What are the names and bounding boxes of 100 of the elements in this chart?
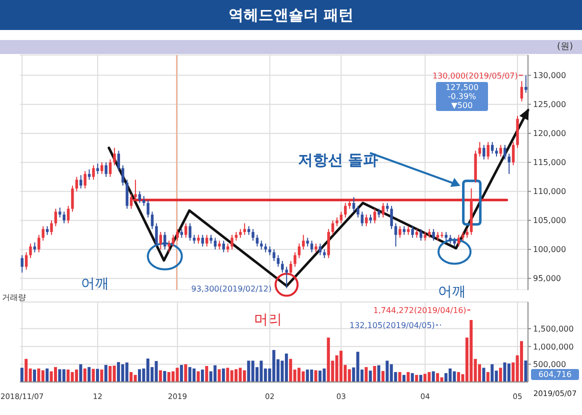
bar: [100, 370, 104, 382]
annotation: ▼500: [451, 101, 473, 110]
bar: [368, 370, 372, 382]
bar: [260, 360, 263, 382]
y-tick-label: 125,000: [533, 100, 566, 110]
annotation: 1,744,272(2019/04/16): [373, 306, 466, 315]
candlestick: [71, 185, 74, 212]
bar: [112, 366, 116, 382]
candlestick: [24, 252, 28, 270]
candlestick: [294, 252, 296, 268]
candlestick: [302, 234, 305, 250]
annotation: 머리: [254, 312, 282, 328]
bar: [356, 352, 360, 382]
candlestick: [520, 80, 524, 102]
candlestick: [340, 211, 343, 224]
annotation: 어깨: [81, 276, 109, 292]
candlestick: [113, 147, 116, 166]
candlestick: [155, 222, 158, 247]
candlestick: [482, 144, 486, 160]
candlestick: [96, 163, 100, 174]
candlestick: [150, 211, 154, 230]
candlestick: [29, 243, 32, 259]
candlestick: [134, 179, 137, 201]
candlestick: [142, 196, 146, 206]
bar: [205, 366, 208, 382]
candlestick: [58, 207, 62, 218]
bar: [83, 368, 86, 382]
bar: [306, 370, 309, 382]
bar: [242, 370, 246, 382]
candlestick: [92, 164, 95, 180]
candlestick: [365, 214, 368, 227]
bar: [46, 368, 49, 382]
candlestick: [394, 222, 398, 247]
bar: [410, 373, 414, 382]
candlestick: [54, 208, 58, 227]
bar: [507, 364, 510, 382]
bar: [146, 358, 150, 382]
bar: [154, 361, 158, 382]
candlestick: [356, 205, 360, 218]
bar: [419, 374, 422, 382]
candlestick: [432, 228, 435, 242]
y-tick-label: 1,000,000: [533, 342, 574, 352]
bar: [226, 368, 230, 382]
bar: [121, 364, 124, 382]
y-tick-label: 115,000: [533, 158, 566, 168]
bar: [423, 374, 426, 382]
bar: [50, 371, 53, 382]
candlestick: [163, 231, 166, 250]
bar: [66, 370, 70, 382]
bar: [377, 365, 380, 382]
bar: [284, 354, 288, 382]
candlestick: [168, 240, 170, 253]
candlestick: [62, 211, 66, 224]
candlestick: [121, 164, 124, 186]
candlestick: [252, 228, 254, 242]
chart-title: 역헤드앤숄더 패턴: [0, 0, 582, 30]
candlestick: [176, 228, 179, 242]
bar: [520, 341, 524, 382]
bar: [289, 358, 292, 382]
bar: [373, 366, 376, 382]
y-tick-label: 500,000: [533, 360, 566, 370]
y-tick-label: 105,000: [533, 216, 566, 226]
y-tick-label: 130,000: [533, 71, 566, 80]
candlestick: [188, 222, 192, 242]
y-tick-label: 95,000: [533, 274, 561, 284]
candlestick: [327, 228, 330, 259]
candlestick: [84, 170, 86, 189]
bar: [247, 360, 250, 382]
candlestick: [104, 162, 108, 178]
candlestick: [310, 240, 314, 253]
y-axis-title: (원): [556, 41, 574, 54]
bar: [428, 372, 431, 382]
bar: [192, 368, 196, 382]
bar: [452, 371, 456, 382]
bar: [348, 369, 351, 382]
bar: [222, 368, 225, 382]
bar: [62, 369, 66, 382]
bar: [70, 372, 74, 382]
bar: [314, 370, 318, 382]
bar: [54, 367, 58, 382]
bar: [230, 370, 234, 382]
bar: [364, 367, 368, 382]
bar: [33, 370, 36, 382]
bar: [125, 362, 128, 382]
bar: [214, 365, 217, 382]
candlestick: [352, 196, 356, 212]
bar: [116, 362, 120, 382]
candlestick: [524, 74, 528, 94]
candlestick: [285, 266, 288, 289]
candlestick: [373, 208, 376, 224]
bar: [167, 372, 170, 382]
bar: [188, 367, 192, 382]
bar: [381, 370, 384, 382]
bar: [234, 369, 238, 382]
bar: [499, 368, 502, 382]
bar: [432, 371, 435, 382]
bar: [158, 370, 162, 382]
candlestick: [411, 226, 414, 238]
bar: [20, 368, 24, 382]
bar: [172, 371, 175, 382]
